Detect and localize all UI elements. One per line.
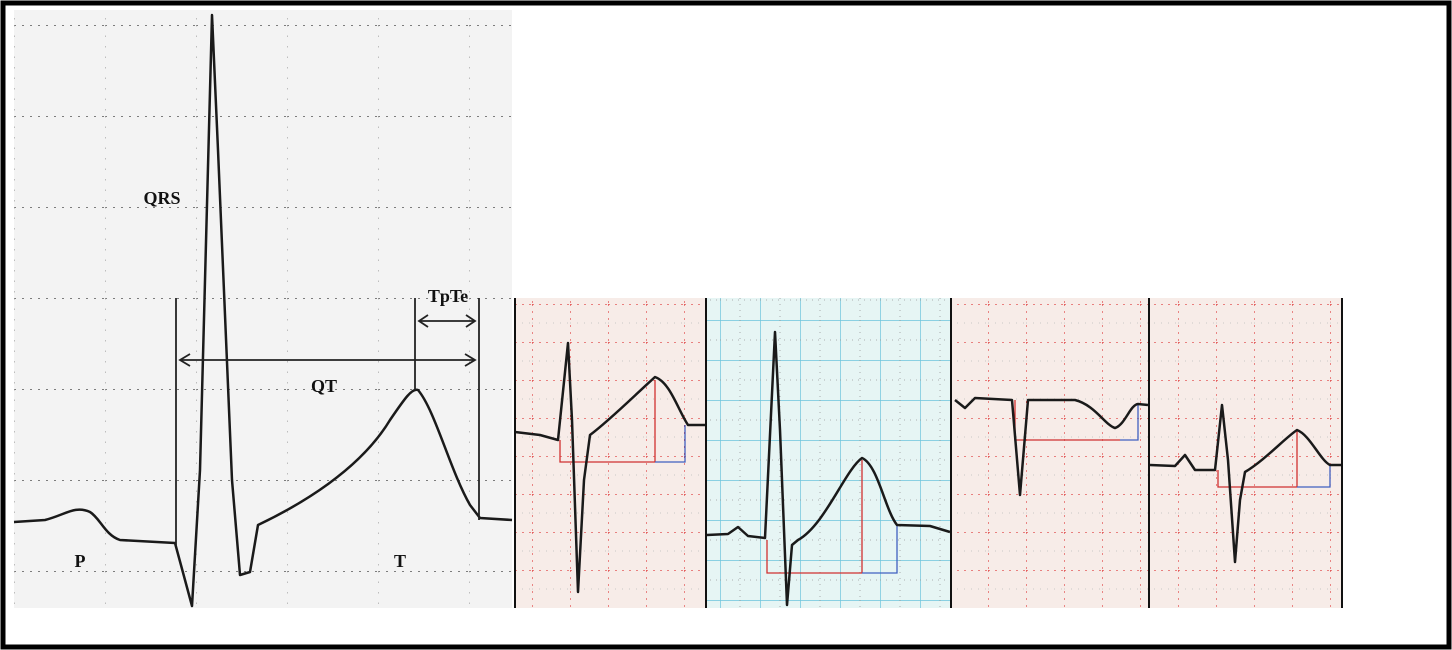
ecg-figure: QRS QT TpTe P T [0,0,1452,650]
t-label: T [394,551,406,571]
qt-label: QT [311,376,337,396]
tpte-label: TpTe [428,286,468,306]
ecg-panel-1 [515,298,705,608]
qrs-label: QRS [143,188,180,208]
p-label: P [75,551,86,571]
main-ecg: QRS QT TpTe P T [14,10,512,608]
ecg-panel-4 [1150,298,1342,608]
ecg-panel-2 [707,298,950,608]
ecg-panel-3 [952,298,1148,608]
